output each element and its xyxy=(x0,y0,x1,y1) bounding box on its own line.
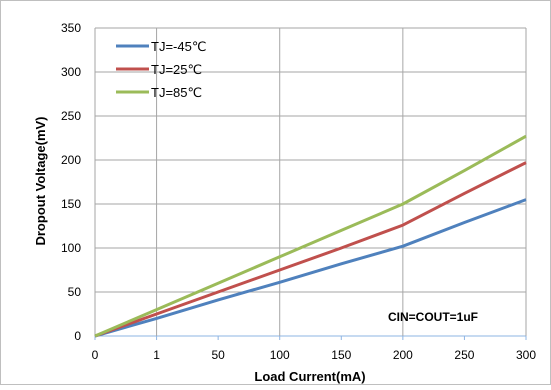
series-lines xyxy=(94,134,527,338)
y-tick-label: 50 xyxy=(68,285,82,299)
legend-label: TJ=-45℃ xyxy=(151,39,206,54)
x-tick-label: 100 xyxy=(270,348,290,362)
x-tick-label: 300 xyxy=(516,348,536,362)
x-tick-label: 50 xyxy=(211,348,225,362)
y-tick-label: 150 xyxy=(61,197,81,211)
x-axis-label: Load Current(mA) xyxy=(254,369,365,384)
y-tick-label: 100 xyxy=(61,241,81,255)
annotation-text: CIN=COUT=1uF xyxy=(388,310,478,324)
y-tick-label: 200 xyxy=(61,153,81,167)
series-line xyxy=(94,198,527,338)
legend-label: TJ=85℃ xyxy=(151,85,202,100)
x-tick-label: 200 xyxy=(393,348,413,362)
x-tick-label: 0 xyxy=(92,348,99,362)
series-line xyxy=(94,134,527,338)
y-tick-label: 250 xyxy=(61,109,81,123)
y-axis-label: Dropout Voltage(mV) xyxy=(33,116,48,245)
x-tick-label: 150 xyxy=(331,348,351,362)
legend-label: TJ=25℃ xyxy=(151,62,202,77)
y-tick-label: 350 xyxy=(61,21,81,35)
y-tick-label: 0 xyxy=(74,329,81,343)
series-line xyxy=(94,161,527,338)
y-tick-label: 300 xyxy=(61,65,81,79)
x-tick-label: 1 xyxy=(153,348,160,362)
legend: TJ=-45℃ TJ=25℃ TJ=85℃ xyxy=(116,39,206,100)
x-tick-label: 250 xyxy=(454,348,474,362)
grid xyxy=(94,27,527,340)
